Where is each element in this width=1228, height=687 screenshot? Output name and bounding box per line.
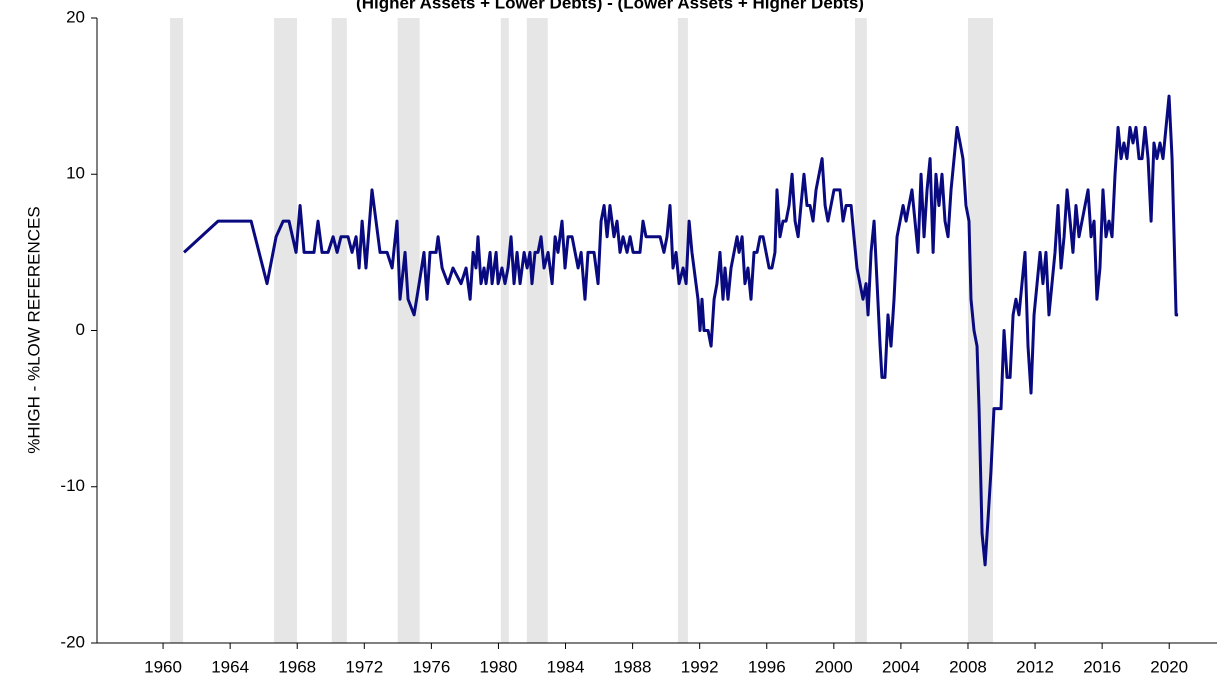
y-tick-label: 0 (76, 320, 85, 339)
data-line (183, 94, 1179, 567)
x-tick-label: 2008 (949, 657, 987, 676)
recession-band (397, 18, 420, 643)
x-tick-label: 2004 (882, 657, 920, 676)
x-tick-label: 2020 (1150, 657, 1188, 676)
x-tick-label: 1960 (144, 657, 182, 676)
recession-band (331, 18, 347, 643)
x-tick-label: 1972 (345, 657, 383, 676)
recession-band (274, 18, 298, 643)
x-tick-label: 2016 (1083, 657, 1121, 676)
x-tick-label: 1996 (748, 657, 786, 676)
x-tick-label: 1976 (412, 657, 450, 676)
y-tick-label: 20 (66, 7, 85, 26)
y-tick-label: -20 (60, 632, 85, 651)
recession-band (526, 18, 548, 643)
recession-band (854, 18, 867, 643)
x-tick-label: 1964 (211, 657, 249, 676)
y-axis-label: %HIGH - %LOW REFERENCES (24, 206, 43, 453)
x-tick-label: 1984 (547, 657, 585, 676)
recession-band (677, 18, 688, 643)
x-tick-label: 1992 (681, 657, 719, 676)
y-tick-label: 10 (66, 164, 85, 183)
recession-band (967, 18, 993, 643)
x-tick-label: 2012 (1016, 657, 1054, 676)
x-tick-label: 1968 (278, 657, 316, 676)
x-tick-label: 2000 (815, 657, 853, 676)
y-tick-label: -10 (60, 476, 85, 495)
chart-title: (Higher Assets + Lower Debts) - (Lower A… (356, 0, 864, 12)
x-tick-label: 1980 (480, 657, 518, 676)
recession-band (170, 18, 184, 643)
x-tick-label: 1988 (614, 657, 652, 676)
recession-band (500, 18, 509, 643)
